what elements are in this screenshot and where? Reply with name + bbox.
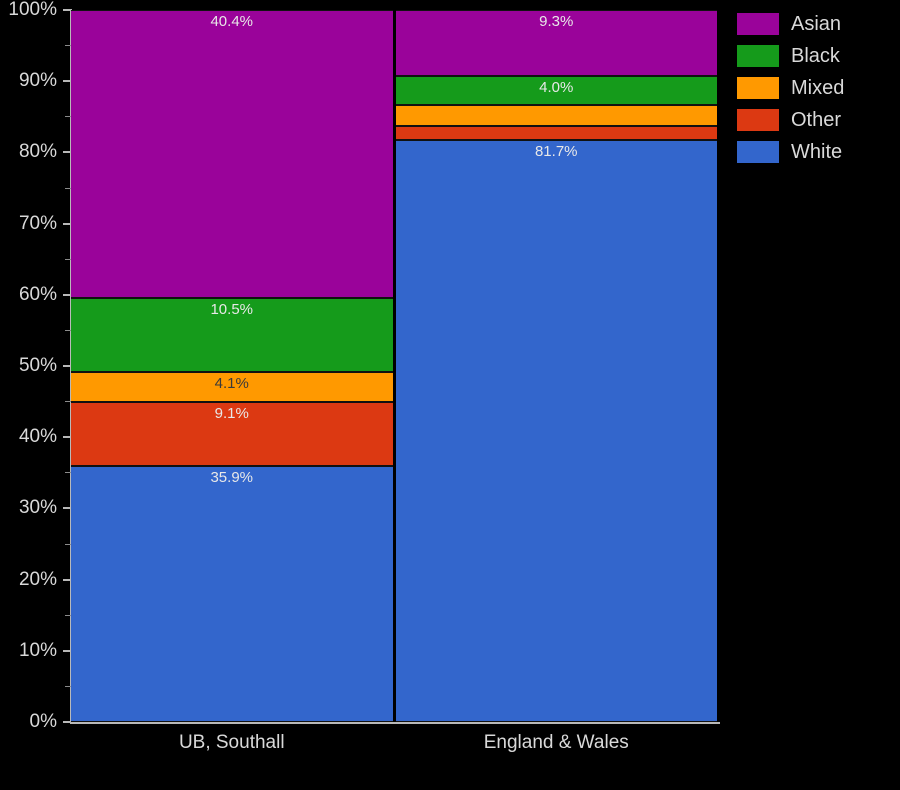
y-axis-tick [63, 365, 71, 367]
bar-segment-other[interactable] [395, 126, 717, 141]
y-axis-tick [63, 222, 71, 225]
legend-item-black[interactable]: Black [737, 40, 897, 72]
y-axis-tick [63, 293, 71, 296]
y-axis-tick-label: 60% [18, 283, 57, 305]
y-axis-tick-label: 40% [18, 426, 57, 448]
bar-segment-value-label: 81.7% [534, 143, 578, 161]
legend-swatch-mixed [737, 77, 779, 99]
bar-segment-white[interactable]: 35.9% [71, 466, 393, 722]
bar-segment-black[interactable]: 10.5% [71, 297, 393, 373]
y-axis-tick-label: 20% [18, 568, 57, 590]
x-axis-label-1: UB, Southall [178, 732, 285, 753]
y-axis-tick-label: 30% [18, 497, 57, 519]
bar-segment-value-label: 4.0% [539, 79, 574, 97]
legend-label: Black [791, 45, 840, 67]
y-axis-tick-label: 80% [18, 141, 57, 163]
y-axis-tick [63, 649, 71, 652]
legend-item-asian[interactable]: Asian [737, 8, 897, 40]
legend-swatch-white [737, 141, 779, 163]
bar-segment-value-label: 35.9% [210, 469, 254, 487]
bar-segment-value-label: 9.1% [214, 404, 249, 422]
bar-segment-value-label: 10.5% [210, 300, 254, 318]
legend: Asian Black Mixed Other White [737, 8, 897, 168]
bar-segment-asian[interactable]: 40.4% [71, 10, 393, 298]
legend-swatch-other [737, 109, 779, 131]
bar-segment-asian[interactable]: 9.3% [395, 10, 717, 77]
y-axis-minor-tick [65, 329, 71, 331]
y-axis-minor-tick [65, 116, 71, 118]
y-axis-tick [63, 80, 71, 83]
y-axis-tick-label: 0% [29, 711, 57, 732]
y-axis-tick-label: 50% [18, 355, 57, 376]
bar-segment-mixed[interactable] [395, 104, 717, 127]
bar-segment-value-label: 40.4% [210, 13, 254, 30]
legend-label: Other [791, 109, 842, 131]
y-axis-tick [63, 151, 71, 154]
bar-segment-other[interactable]: 9.1% [71, 401, 393, 467]
bar-ub-southall[interactable]: 35.9% 9.1% 4.1% 10.5% 40.4% [71, 0, 393, 790]
y-axis-tick [63, 9, 71, 11]
legend-item-mixed[interactable]: Mixed [737, 72, 897, 104]
y-axis-tick [63, 721, 71, 723]
legend-label: Mixed [791, 77, 845, 99]
y-axis-tick [63, 578, 71, 581]
x-axis-line [70, 722, 720, 724]
bar-segment-mixed[interactable]: 4.1% [71, 372, 393, 402]
y-axis-minor-tick [65, 187, 71, 189]
y-axis-tick [63, 507, 71, 510]
legend-item-white[interactable]: White [737, 136, 897, 168]
y-axis-tick-label: 70% [18, 212, 57, 234]
legend-label: Asian [791, 13, 842, 35]
bar-segment-value-label: 9.3% [539, 13, 574, 30]
y-axis-minor-tick [65, 258, 71, 260]
bar-england-wales[interactable]: 81.7% 4.0% 9.3% [395, 0, 717, 790]
y-axis-tick-label: 100% [8, 0, 57, 20]
y-axis-minor-tick [65, 472, 71, 474]
y-axis-minor-tick [65, 45, 71, 47]
y-axis-minor-tick [65, 401, 71, 403]
bar-segment-black[interactable]: 4.0% [395, 76, 717, 105]
y-axis-tick-label: 90% [18, 70, 57, 92]
y-axis-tick-label: 10% [18, 639, 57, 661]
legend-swatch-black [737, 45, 779, 67]
x-axis-label-2: England & Wales [483, 732, 629, 753]
y-axis-minor-tick [65, 543, 71, 545]
legend-item-other[interactable]: Other [737, 104, 897, 136]
y-axis-minor-tick [65, 685, 71, 687]
bar-segment-value-label: 4.1% [214, 375, 249, 393]
y-axis-tick [63, 436, 71, 439]
y-axis-minor-tick [65, 614, 71, 616]
bar-segment-white[interactable]: 81.7% [395, 140, 717, 722]
legend-label: White [791, 141, 843, 163]
legend-swatch-asian [737, 13, 779, 35]
